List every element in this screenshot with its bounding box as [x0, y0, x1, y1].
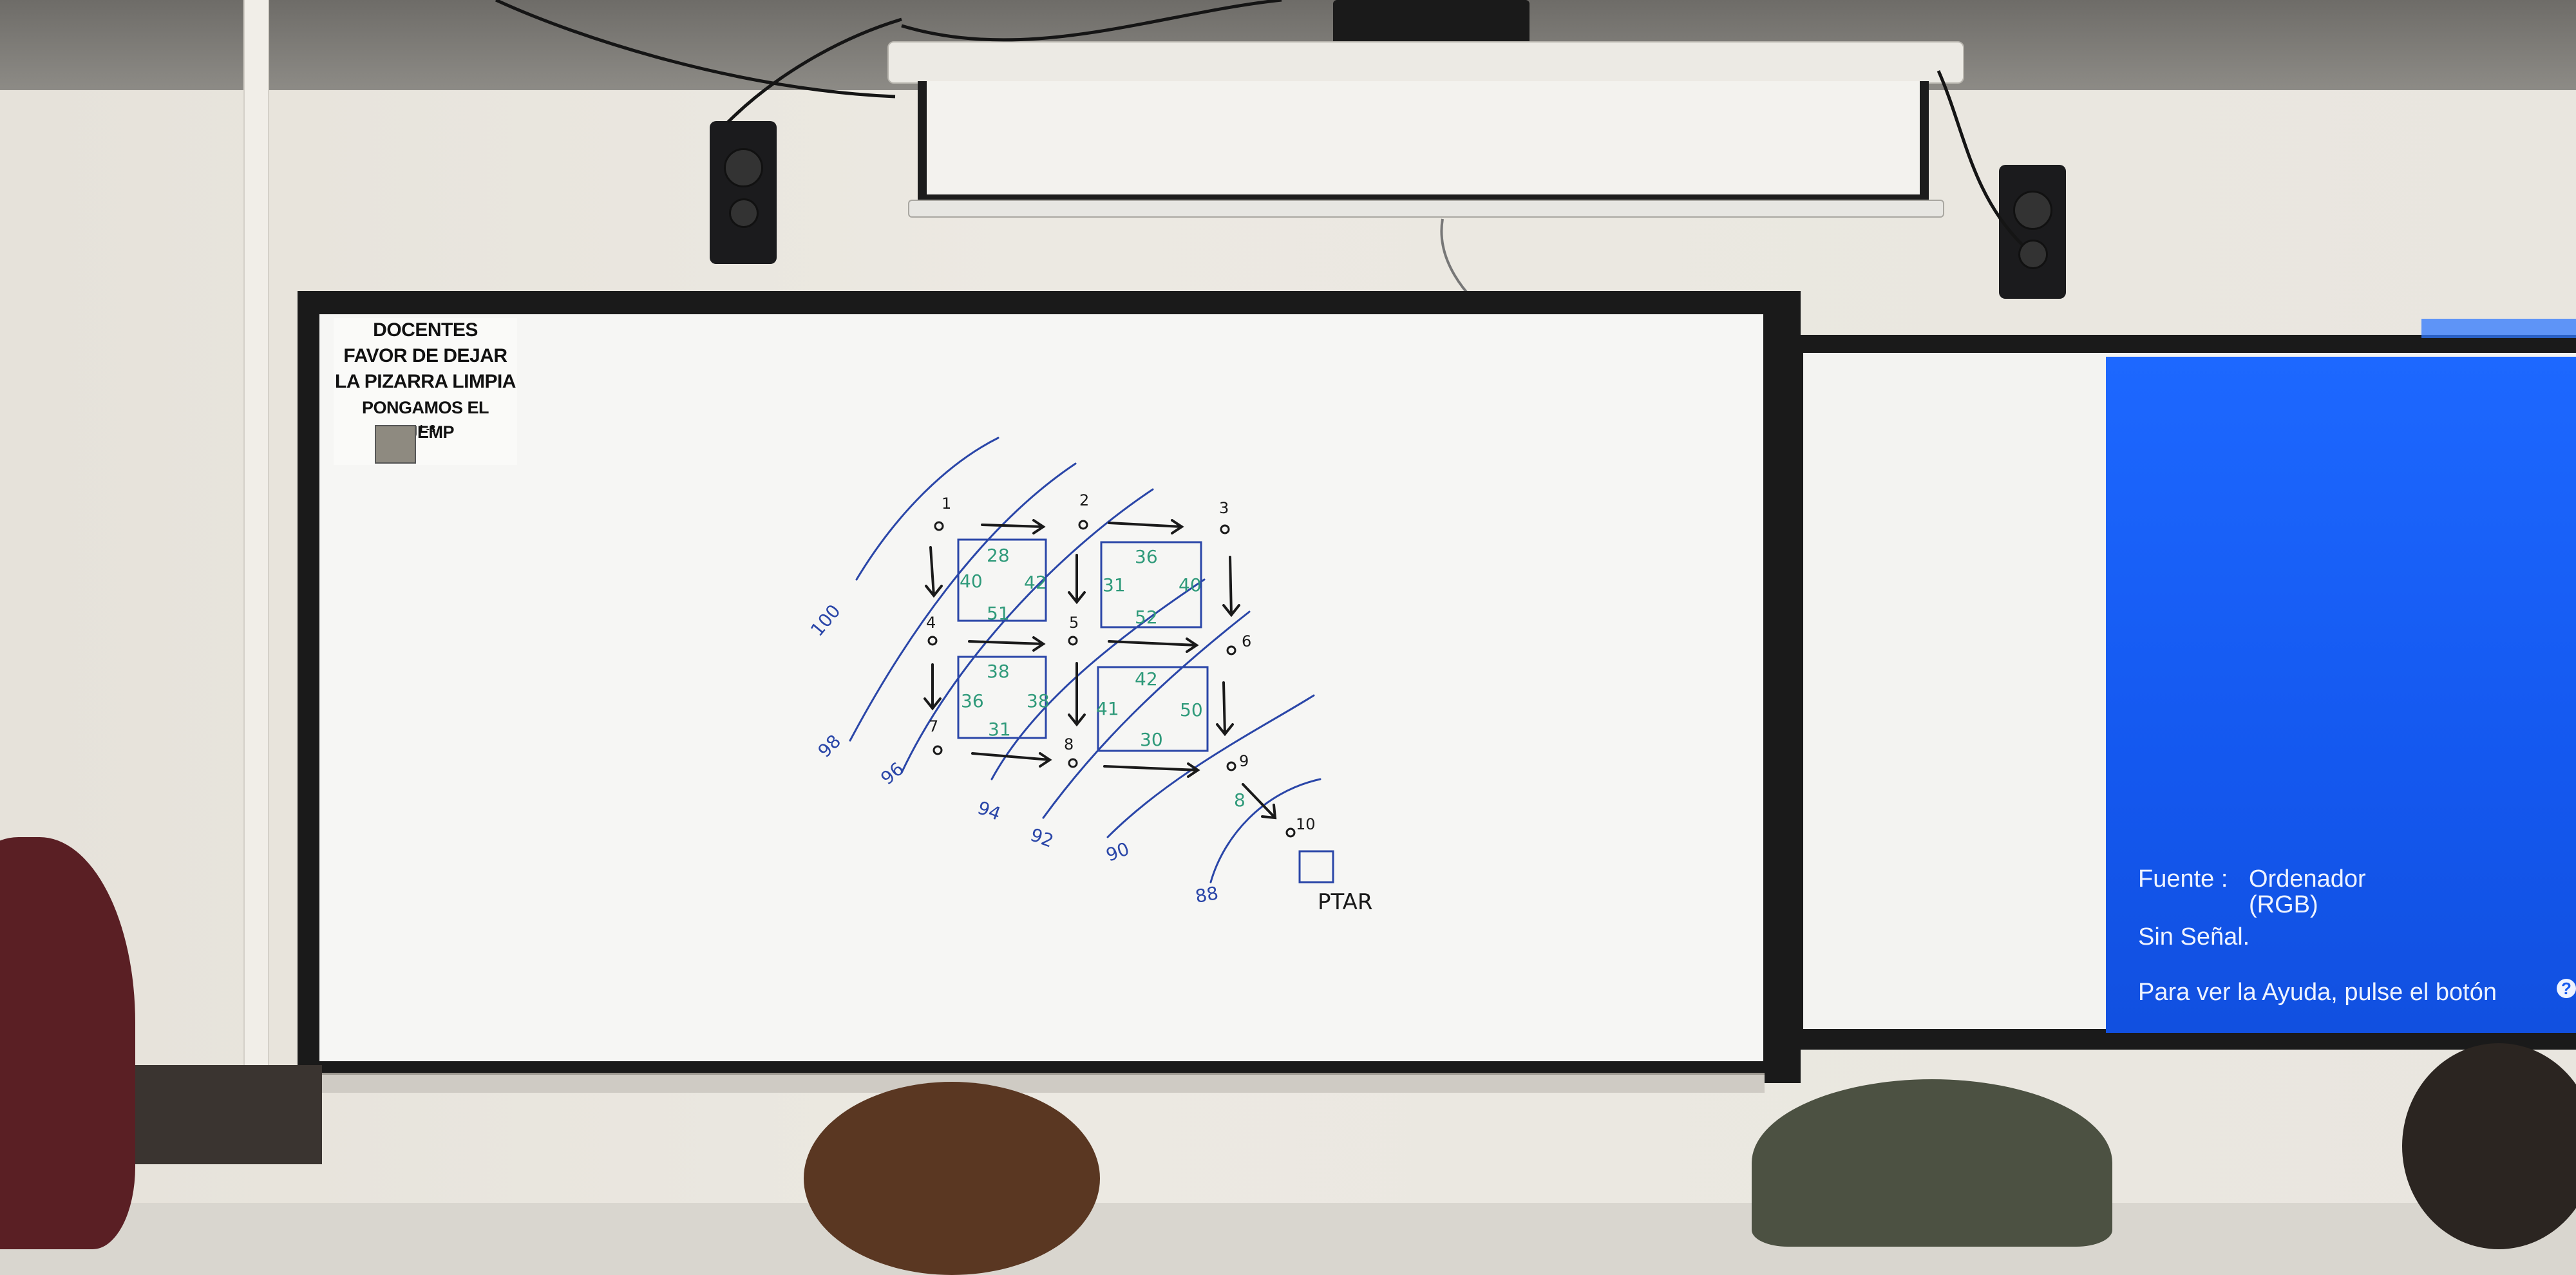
sign-line-1: DOCENTES [373, 319, 478, 341]
block-tl-bottom: 51 [987, 603, 1010, 624]
right-speaker [1999, 165, 2066, 299]
contour-label-90: 90 [1103, 838, 1132, 865]
sign-line-3: LA PIZARRA LIMPIA [335, 371, 516, 392]
node-label-8: 8 [1064, 735, 1074, 753]
osd-source-label: Fuente : [2138, 865, 2228, 892]
wall-pillar [243, 0, 269, 1069]
whiteboard-left-panel [319, 314, 1763, 1061]
node-labels: 1 2 3 4 5 6 7 8 9 10 [926, 491, 1316, 833]
extra-value: 8 [1234, 789, 1245, 811]
osd-help: Para ver la Ayuda, pulse el botón [2138, 979, 2497, 1006]
block-tl-left: 40 [960, 571, 983, 592]
block-tl-top: 28 [987, 545, 1010, 566]
question-icon: ? [2557, 979, 2576, 998]
contour-label-98: 98 [814, 730, 846, 762]
osd-source-detail: (RGB) [2249, 891, 2318, 918]
institution-seal [375, 425, 416, 464]
contour-label-94: 94 [975, 797, 1004, 825]
student-head-left [0, 837, 135, 1249]
block-br-right: 50 [1180, 699, 1203, 721]
block-tr-right: 40 [1179, 574, 1202, 596]
node-label-1: 1 [942, 495, 951, 513]
notice-sign: DOCENTES FAVOR DE DEJAR LA PIZARRA LIMPI… [334, 318, 517, 465]
sign-line-2: FAVOR DE DEJAR [343, 345, 507, 366]
node-label-4: 4 [926, 614, 936, 632]
contour-label-88: 88 [1193, 882, 1220, 907]
node-label-9: 9 [1239, 752, 1249, 770]
block-outlines [957, 538, 1334, 883]
node-label-5: 5 [1069, 614, 1079, 632]
shelf [135, 1065, 322, 1164]
student-cap [1752, 1079, 2112, 1247]
node-label-7: 7 [929, 717, 938, 735]
projected-screen: Fuente : Ordenador (RGB) Sin Señal. Para… [2106, 357, 2576, 1033]
osd-source-value: Ordenador [2249, 865, 2366, 892]
contour-label-96: 96 [876, 758, 908, 789]
outlet-label: PTAR [1318, 889, 1373, 915]
block-tr-top: 36 [1135, 546, 1158, 567]
block-br-bottom: 30 [1140, 729, 1163, 750]
node-label-10: 10 [1296, 815, 1316, 833]
contour-labels: 100 98 96 94 92 90 88 [806, 600, 1220, 907]
left-speaker [710, 121, 777, 264]
whiteboard-tray [322, 1073, 1765, 1093]
block-tr-bottom: 52 [1135, 607, 1158, 628]
sign-code: L-8 [420, 424, 435, 435]
node-label-6: 6 [1242, 632, 1251, 650]
block-bl-bottom: 31 [988, 719, 1011, 740]
block-tl-right: 42 [1024, 572, 1047, 593]
node-label-2: 2 [1079, 491, 1089, 509]
block-br-left: 41 [1096, 698, 1119, 719]
flow-arrows [923, 519, 1277, 820]
block-bl-right: 38 [1027, 690, 1050, 712]
whiteboard-divider [1763, 291, 1793, 1083]
nodes [927, 520, 1296, 838]
contour-label-100: 100 [806, 600, 845, 640]
osd-status: Sin Señal. [2138, 923, 2250, 950]
block-bl-top: 38 [987, 661, 1010, 682]
projection-screen-bar [908, 200, 1944, 218]
block-values: 28 40 42 51 36 31 40 52 38 36 38 31 42 4… [960, 545, 1245, 811]
node-label-3: 3 [1219, 499, 1229, 517]
student-head-center [804, 1082, 1100, 1275]
whiteboard-diagram: 1 2 3 4 5 6 7 8 9 10 28 40 42 51 36 31 4… [806, 437, 1373, 915]
block-bl-left: 36 [961, 690, 984, 712]
block-br-top: 42 [1135, 668, 1158, 690]
block-tr-left: 31 [1103, 574, 1126, 596]
projection-glow [2421, 319, 2576, 338]
contour-label-92: 92 [1028, 824, 1057, 852]
